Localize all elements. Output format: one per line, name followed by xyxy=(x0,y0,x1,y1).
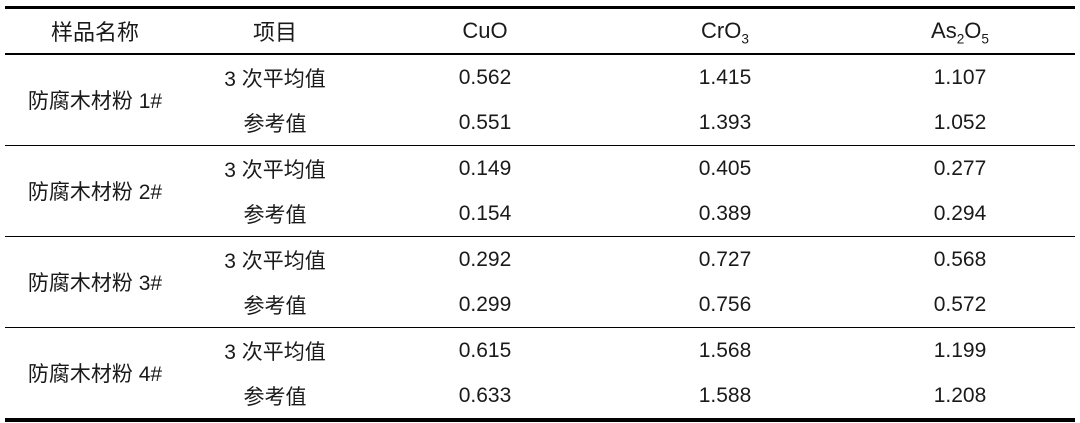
table-row: 防腐木材粉 2# 3 次平均值 0.149 0.405 0.277 xyxy=(5,145,1075,237)
value-cell: 0.405 xyxy=(605,145,845,191)
col-header-sample-name: 样品名称 xyxy=(5,7,185,55)
analysis-results-table: 样品名称 项目 CuO CrO3 As2O5 防腐木材粉 1# 3 次平均值 0.562 1.4… xyxy=(5,6,1075,422)
item-cell: 参考值 xyxy=(243,385,307,409)
item-cell: 参考值 xyxy=(243,294,307,318)
value-cell: 1.208 xyxy=(933,383,987,407)
header-text: 项目 xyxy=(252,20,297,45)
value-cell: 1.107 xyxy=(933,65,987,89)
header-text: CuO xyxy=(462,18,508,43)
item-cell: 3 次平均值 xyxy=(185,327,365,373)
sample-group: 防腐木材粉 4# 3 次平均值 0.615 1.568 1.199 参考值 0.633 1.5… xyxy=(5,327,1075,420)
value-cell: 1.568 xyxy=(605,327,845,373)
value-cell: 0.551 xyxy=(458,110,512,134)
table-row: 防腐木材粉 4# 3 次平均值 0.615 1.568 1.199 xyxy=(5,327,1075,420)
sample-group: 防腐木材粉 3# 3 次平均值 0.292 0.727 0.568 参考值 0.299 0.7… xyxy=(5,236,1075,328)
table-row: 参考值 0.154 0.389 0.294 xyxy=(5,191,1075,237)
table-row: 参考值 0.551 1.393 1.052 xyxy=(5,100,1075,146)
value-cell: 0.727 xyxy=(605,236,845,282)
value-cell: 0.389 xyxy=(698,201,752,225)
sample-name-cell: 防腐木材粉 2# xyxy=(5,145,185,237)
sample-name-cell: 防腐木材粉 3# xyxy=(5,236,185,328)
header-subscript: 5 xyxy=(981,31,989,47)
value-cell: 0.292 xyxy=(365,236,605,282)
value-cell: 0.277 xyxy=(845,145,1075,191)
header-text: 样品名称 xyxy=(50,20,139,45)
value-cell: 0.572 xyxy=(933,292,987,316)
table-row: 防腐木材粉 1# 3 次平均值 0.562 1.415 1.107 xyxy=(5,54,1075,114)
item-cell: 3 次平均值 xyxy=(185,236,365,282)
table-row: 参考值 0.299 0.756 0.572 xyxy=(5,282,1075,328)
col-header-cro3: CrO3 xyxy=(605,7,845,55)
header-subscript: 2 xyxy=(956,31,965,47)
header-text: O xyxy=(964,18,982,43)
sample-group: 防腐木材粉 1# 3 次平均值 0.562 1.415 1.107 参考值 0.551 1.3… xyxy=(5,54,1075,146)
item-cell: 3 次平均值 xyxy=(224,67,326,91)
value-cell: 0.633 xyxy=(458,383,512,407)
header-text: CrO xyxy=(701,18,742,43)
value-cell: 1.393 xyxy=(698,110,752,134)
item-cell: 参考值 xyxy=(243,203,307,227)
col-header-cuo: CuO xyxy=(365,7,605,55)
value-cell: 0.154 xyxy=(458,201,512,225)
sample-group: 防腐木材粉 2# 3 次平均值 0.149 0.405 0.277 参考值 0.154 0.3… xyxy=(5,145,1075,237)
table-row: 参考值 0.633 1.588 1.208 xyxy=(5,373,1075,420)
value-cell: 0.294 xyxy=(933,201,987,225)
value-cell: 0.568 xyxy=(845,236,1075,282)
header-row: 样品名称 项目 CuO CrO3 As2O5 xyxy=(5,7,1075,55)
col-header-as2o5: As2O5 xyxy=(845,7,1075,55)
header-subscript: 3 xyxy=(741,31,749,47)
value-cell: 0.756 xyxy=(698,292,752,316)
col-header-item: 项目 xyxy=(185,7,365,55)
header-text: As xyxy=(931,18,957,43)
sample-name-cell: 防腐木材粉 4# xyxy=(5,327,185,420)
value-cell: 0.299 xyxy=(458,292,512,316)
table-row: 防腐木材粉 3# 3 次平均值 0.292 0.727 0.568 xyxy=(5,236,1075,328)
item-cell: 参考值 xyxy=(243,112,307,136)
value-cell: 0.615 xyxy=(365,327,605,373)
table-header: 样品名称 项目 CuO CrO3 As2O5 xyxy=(5,7,1075,55)
item-cell: 3 次平均值 xyxy=(185,145,365,191)
value-cell: 1.199 xyxy=(845,327,1075,373)
value-cell: 1.052 xyxy=(933,110,987,134)
value-cell: 1.588 xyxy=(698,383,752,407)
value-cell: 1.415 xyxy=(698,65,752,89)
sample-name-cell: 防腐木材粉 1# xyxy=(27,90,163,113)
value-cell: 0.562 xyxy=(458,65,512,89)
value-cell: 0.149 xyxy=(365,145,605,191)
